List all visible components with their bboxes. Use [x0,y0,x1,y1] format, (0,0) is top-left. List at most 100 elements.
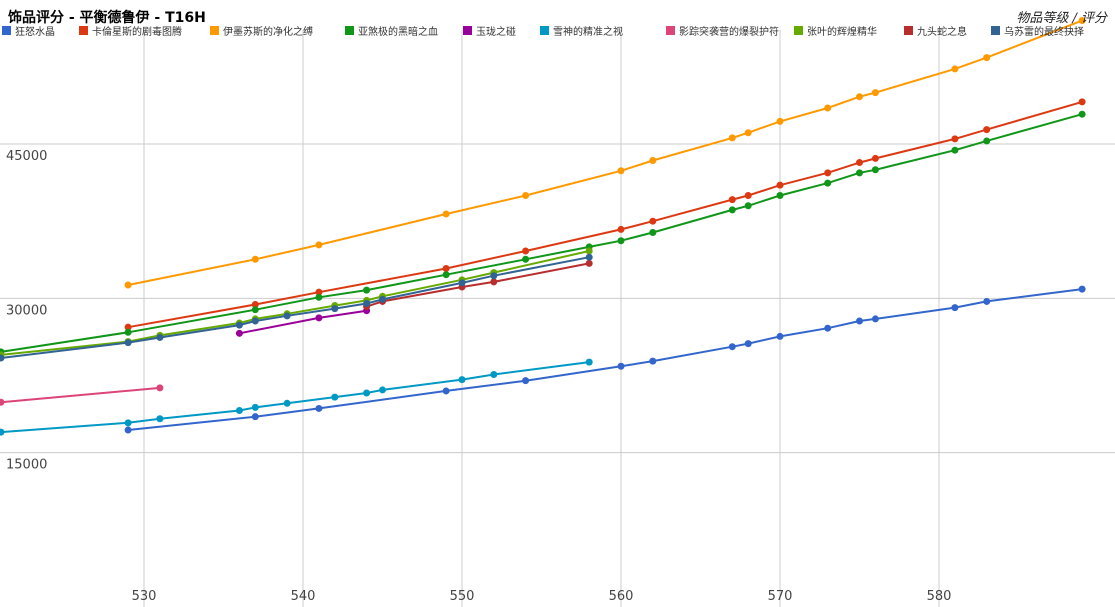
data-point[interactable] [0,398,5,406]
data-point[interactable] [744,202,752,210]
data-point[interactable] [585,253,593,261]
data-point[interactable] [649,156,657,164]
data-point[interactable] [951,304,959,312]
data-point[interactable] [585,358,593,366]
data-point[interactable] [983,126,991,134]
data-point[interactable] [442,271,450,279]
data-point[interactable] [379,386,386,394]
data-point[interactable] [776,191,784,199]
data-point[interactable] [728,134,736,142]
data-point[interactable] [649,357,657,365]
data-point[interactable] [824,104,832,112]
legend-item-8[interactable]: 九头蛇之息 [904,25,967,38]
data-point[interactable] [617,225,625,233]
data-point[interactable] [458,376,466,384]
data-point[interactable] [585,247,593,255]
data-point[interactable] [331,305,339,313]
data-point[interactable] [951,135,959,143]
data-point[interactable] [379,295,386,303]
data-point[interactable] [617,237,625,245]
data-point[interactable] [251,306,259,314]
data-point[interactable] [617,362,625,370]
data-point[interactable] [490,272,498,280]
data-point[interactable] [251,413,259,421]
data-point[interactable] [856,317,863,325]
data-point[interactable] [744,191,752,199]
data-point[interactable] [235,329,243,337]
legend-item-3[interactable]: 亚煞极的黑暗之血 [345,25,438,38]
data-point[interactable] [951,65,959,73]
data-point[interactable] [0,428,5,436]
legend-item-1[interactable]: 卡倫星斯的剧毒图腾 [79,25,182,38]
data-point[interactable] [490,278,498,286]
data-point[interactable] [363,286,371,294]
data-point[interactable] [315,314,323,322]
legend-item-4[interactable]: 玉珑之碰 [463,25,516,38]
data-point[interactable] [124,339,132,347]
data-point[interactable] [124,328,132,336]
data-point[interactable] [824,324,832,332]
data-point[interactable] [156,415,164,423]
data-point[interactable] [649,229,657,237]
data-point[interactable] [235,406,243,414]
legend-item-5[interactable]: 雪神的精准之视 [540,25,623,38]
data-point[interactable] [1078,110,1086,118]
data-point[interactable] [856,159,863,167]
data-point[interactable] [251,403,259,411]
data-point[interactable] [776,332,784,340]
data-point[interactable] [442,387,450,395]
data-point[interactable] [824,179,832,187]
legend-item-0[interactable]: 狂怒水晶 [2,25,55,38]
data-point[interactable] [744,129,752,137]
data-point[interactable] [315,293,323,301]
data-point[interactable] [983,297,991,305]
data-point[interactable] [585,259,593,267]
data-point[interactable] [728,196,736,204]
legend-item-6[interactable]: 影踪突袭营的爆裂护符 [666,25,779,38]
data-point[interactable] [871,166,879,174]
data-point[interactable] [458,279,466,287]
data-point[interactable] [522,191,530,199]
data-point[interactable] [856,169,863,177]
data-point[interactable] [951,146,959,154]
data-point[interactable] [124,426,132,434]
data-point[interactable] [331,393,339,401]
data-point[interactable] [124,281,132,289]
data-point[interactable] [442,210,450,218]
data-point[interactable] [251,317,259,325]
data-point[interactable] [235,321,243,329]
data-point[interactable] [1078,285,1086,293]
data-point[interactable] [251,255,259,263]
data-point[interactable] [744,340,752,348]
legend-item-9[interactable]: 乌苏雷的最终抉择 [991,25,1084,38]
data-point[interactable] [871,89,879,97]
legend[interactable]: 狂怒水晶 卡倫星斯的剧毒图腾 伊墨苏斯的净化之缚 亚煞极的黑暗之血 玉珑之碰 雪神的精准之… [2,25,1084,38]
data-point[interactable] [156,333,164,341]
data-point[interactable] [522,247,530,255]
legend-item-2[interactable]: 伊墨苏斯的净化之缚 [210,25,313,38]
data-point[interactable] [0,354,5,362]
data-point[interactable] [649,217,657,225]
data-point[interactable] [315,288,323,296]
data-point[interactable] [1078,98,1086,106]
data-point[interactable] [776,117,784,125]
data-point[interactable] [983,54,991,62]
data-point[interactable] [490,370,498,378]
data-point[interactable] [856,93,863,101]
data-point[interactable] [728,343,736,351]
data-point[interactable] [824,169,832,177]
data-point[interactable] [251,301,259,309]
data-point[interactable] [871,154,879,162]
data-point[interactable] [363,389,371,397]
data-point[interactable] [156,384,164,392]
data-point[interactable] [617,167,625,175]
data-point[interactable] [363,300,371,307]
data-point[interactable] [315,241,323,249]
data-point[interactable] [442,265,450,273]
data-point[interactable] [124,323,132,331]
data-point[interactable] [1078,17,1086,25]
data-point[interactable] [776,181,784,189]
data-point[interactable] [871,315,879,323]
data-point[interactable] [283,312,291,320]
data-point[interactable] [983,137,991,145]
